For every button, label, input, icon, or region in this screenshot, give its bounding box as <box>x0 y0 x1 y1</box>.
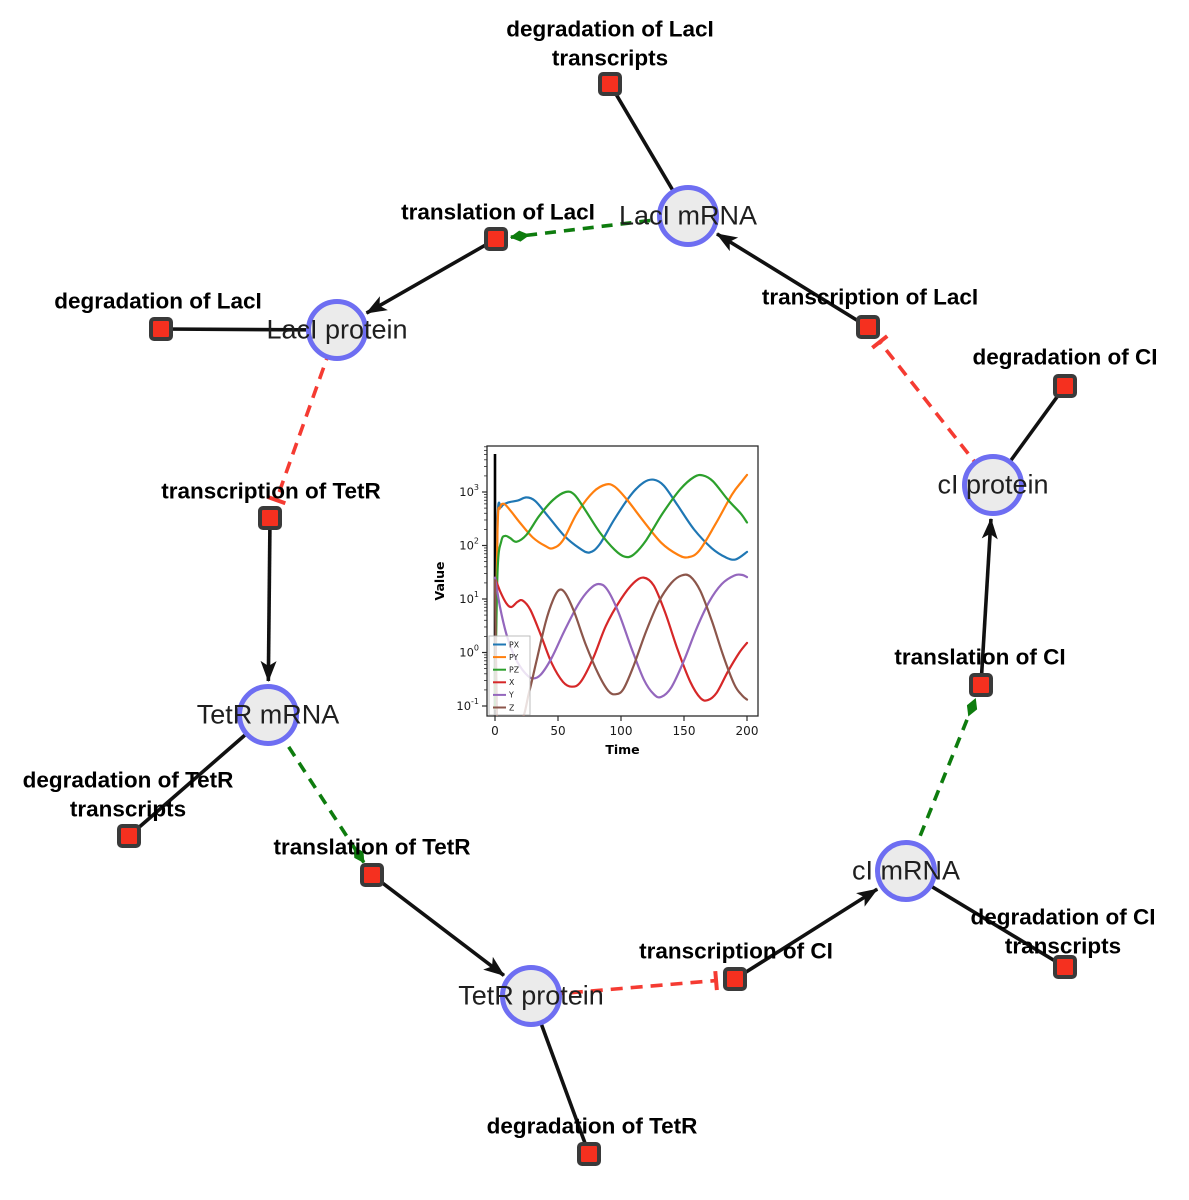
series-line-PY <box>493 473 749 710</box>
reaction-label-degradation-ci-transcripts: degradation of CI transcripts <box>970 904 1156 958</box>
species-label-ci-mrna: cI mRNA <box>852 855 960 886</box>
x-axis-title: Time <box>605 742 639 757</box>
reaction-node-degradation-tetr[interactable] <box>577 1142 601 1166</box>
x-tick-label: 100 <box>610 724 633 738</box>
reaction-label-translation-tetr: translation of TetR <box>273 834 471 860</box>
reaction-label-degradation-tetr: degradation of TetR <box>486 1113 698 1139</box>
reaction-label-translation-ci: translation of CI <box>894 644 1066 670</box>
edge-transcription_lacI-lacI_mRNA <box>715 232 869 329</box>
reaction-node-translation-laci[interactable] <box>484 227 508 251</box>
reaction-label-transcription-ci: transcription of CI <box>639 938 833 964</box>
species-node-tetr-protein[interactable] <box>500 965 562 1027</box>
chart-background <box>430 428 778 768</box>
legend-box <box>488 635 531 716</box>
series-line-PZ <box>493 473 749 710</box>
species-node-ci-mrna[interactable] <box>875 840 937 902</box>
legend-entry-PZ: PZ <box>509 666 519 675</box>
x-tick-label: 150 <box>673 724 696 738</box>
species-label-laci-protein: LacI protein <box>266 314 408 345</box>
reaction-label-degradation-ci: degradation of CI <box>972 344 1158 370</box>
edge-translation_tetR-tetR_protein <box>370 873 506 977</box>
reaction-node-degradation-ci[interactable] <box>1053 374 1077 398</box>
edge-translation_lacI-lacI_protein <box>365 237 497 315</box>
reaction-label-degradation-laci-transcripts: degradation of LacI transcripts <box>506 16 714 70</box>
reaction-label-translation-laci: translation of LacI <box>401 199 595 225</box>
reaction-node-transcription-tetr[interactable] <box>258 506 282 530</box>
species-label-tetr-mrna: TetR mRNA <box>196 699 340 730</box>
chart-axes-frame <box>486 445 759 717</box>
y-axis-title: Value <box>432 561 447 600</box>
legend-entry-PY: PY <box>509 653 519 662</box>
edge-translation_CI-cI_protein <box>979 517 998 686</box>
reaction-label-degradation-tetr-transcripts: degradation of TetR transcripts <box>22 767 234 821</box>
reaction-node-degradation-tetr-transcripts[interactable] <box>117 824 141 848</box>
legend-entry-Z: Z <box>509 703 514 712</box>
edge-cI_mRNA-translation_CI <box>904 697 978 872</box>
legend-entry-PX: PX <box>509 640 520 649</box>
x-tick-label: 0 <box>491 724 499 738</box>
reaction-node-transcription-laci[interactable] <box>856 315 880 339</box>
legend-entry-Y: Y <box>508 691 514 700</box>
species-node-ci-protein[interactable] <box>962 454 1024 516</box>
reaction-node-translation-tetr[interactable] <box>360 863 384 887</box>
reaction-node-translation-ci[interactable] <box>969 673 993 697</box>
species-node-tetr-mrna[interactable] <box>237 684 299 746</box>
reaction-label-transcription-laci: transcription of LacI <box>761 284 979 310</box>
x-tick-label: 50 <box>550 724 565 738</box>
reaction-node-transcription-ci[interactable] <box>723 967 747 991</box>
reaction-label-transcription-tetr: transcription of TetR <box>161 478 381 504</box>
species-label-laci-mrna: LacI mRNA <box>618 200 758 231</box>
reaction-node-degradation-laci[interactable] <box>149 317 173 341</box>
legend-entry-X: X <box>509 678 515 687</box>
species-node-laci-mrna[interactable] <box>657 185 719 247</box>
edge-transcription_CI-cI_mRNA <box>734 887 879 981</box>
reaction-label-degradation-laci: degradation of LacI <box>54 288 262 314</box>
timecourse-inset-chart: 0 50 100 150 20010-1100101102103TimeValuePXP… <box>430 428 778 768</box>
x-tick-label: 200 <box>736 724 759 738</box>
species-label-tetr-protein: TetR protein <box>458 980 604 1011</box>
series-line-PX <box>493 478 749 710</box>
species-label-ci-protein: cI protein <box>937 469 1049 500</box>
reaction-node-degradation-ci-transcripts[interactable] <box>1053 955 1077 979</box>
edge-transcription_tetR-tetR_mRNA <box>260 517 277 683</box>
series-line-X <box>493 576 749 702</box>
species-node-laci-protein[interactable] <box>306 299 368 361</box>
reaction-node-degradation-laci-transcripts[interactable] <box>598 72 622 96</box>
